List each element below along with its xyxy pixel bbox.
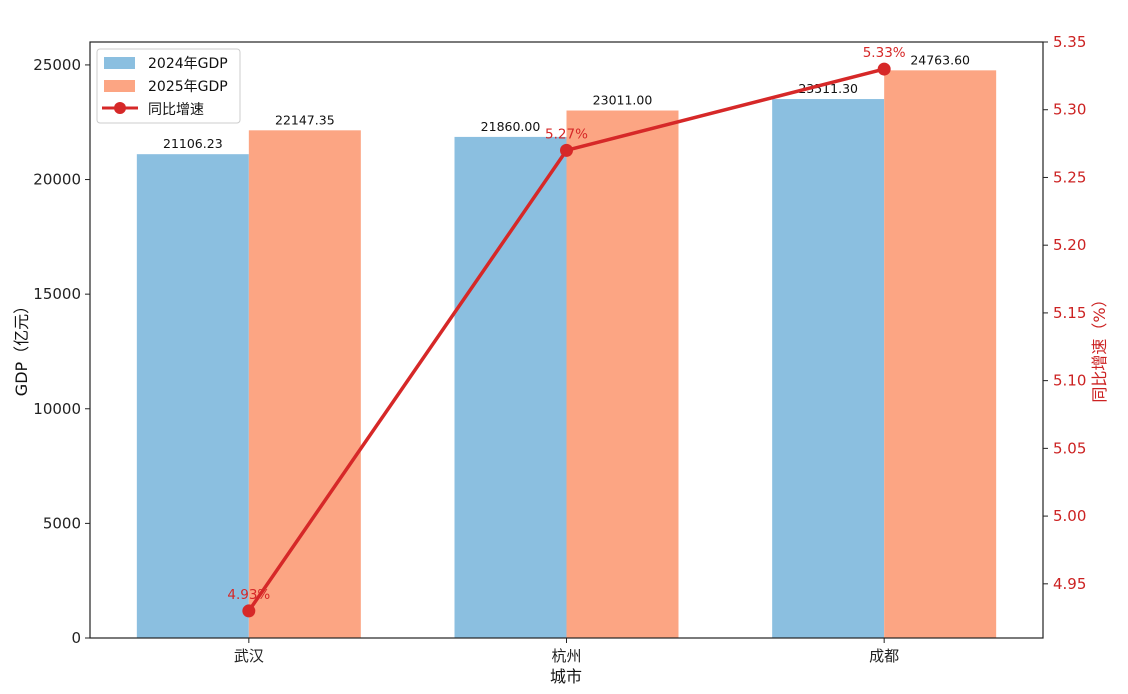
- growth-point-1: [560, 143, 573, 157]
- legend-label-2024: 2024年GDP: [148, 56, 228, 72]
- bar-1-2: [884, 70, 997, 638]
- growth-line-layer: 4.93% 5.27% 5.33%: [227, 45, 906, 618]
- plot-frame: [89, 41, 1044, 639]
- y-axis-right-title: 同比增速（%）: [1090, 291, 1109, 402]
- y-tick-label: 20000: [33, 171, 81, 189]
- y-tick-label: 0: [71, 629, 81, 647]
- legend: 2024年GDP 2025年GDP 同比增速: [96, 48, 241, 124]
- bar-0-2: [772, 99, 885, 639]
- legend-label-2025: 2025年GDP: [148, 79, 228, 95]
- growth-value-label: 5.33%: [863, 45, 906, 61]
- y-axis-title: GDP（亿元）: [12, 298, 31, 396]
- y-tick-label: 25000: [33, 56, 81, 74]
- legend-swatch-2024: [104, 57, 135, 69]
- y-tick-label: 5000: [43, 514, 81, 532]
- growth-value-label: 4.93%: [227, 587, 270, 603]
- legend-marker-growth: [114, 102, 126, 114]
- x-tick-label: 成都: [869, 647, 899, 665]
- x-axis-title: 城市: [550, 667, 582, 686]
- bars-layer: [136, 70, 997, 639]
- y-right-tick-label: 5.05: [1053, 439, 1086, 457]
- x-tick-label: 杭州: [551, 647, 581, 665]
- bar-value-label: 21106.23: [163, 136, 223, 151]
- bar-value-label: 23011.00: [593, 93, 653, 108]
- y-right-tick-label: 5.10: [1053, 372, 1086, 390]
- bar-value-label: 22147.35: [275, 112, 335, 127]
- bar-labels-layer: 21106.23 21860.00 23511.30 22147.35 23011.00…: [163, 52, 970, 151]
- bar-value-label: 21860.00: [481, 119, 541, 134]
- y-tick-label: 10000: [33, 400, 81, 418]
- y-right-tick-label: 4.95: [1053, 575, 1086, 593]
- legend-swatch-2025: [104, 80, 135, 92]
- bar-value-label: 24763.60: [910, 52, 970, 67]
- y-right-tick-label: 5.25: [1053, 168, 1086, 186]
- x-tick-label: 武汉: [234, 647, 264, 665]
- growth-point-2: [877, 62, 891, 76]
- y-right-tick-label: 5.20: [1053, 236, 1086, 254]
- y-tick-label: 15000: [33, 285, 81, 303]
- y-right-tick-label: 5.35: [1053, 33, 1086, 51]
- legend-label-growth: 同比增速: [148, 102, 204, 118]
- bar-1-0: [248, 130, 361, 639]
- y-right-tick-label: 5.30: [1053, 101, 1086, 119]
- bar-0-1: [454, 136, 567, 638]
- bar-0-0: [136, 154, 249, 638]
- bar-value-label: 23511.30: [798, 81, 858, 96]
- bar-1-1: [566, 110, 679, 638]
- growth-point-0: [242, 604, 256, 618]
- axes-layer: 0 5000 10000 15000 20000 25000 4.95 5.00 5.05 5.1…: [33, 33, 1086, 665]
- y-right-tick-label: 5.00: [1053, 507, 1086, 525]
- growth-value-label: 5.27%: [545, 126, 588, 142]
- y-right-tick-label: 5.15: [1053, 304, 1086, 322]
